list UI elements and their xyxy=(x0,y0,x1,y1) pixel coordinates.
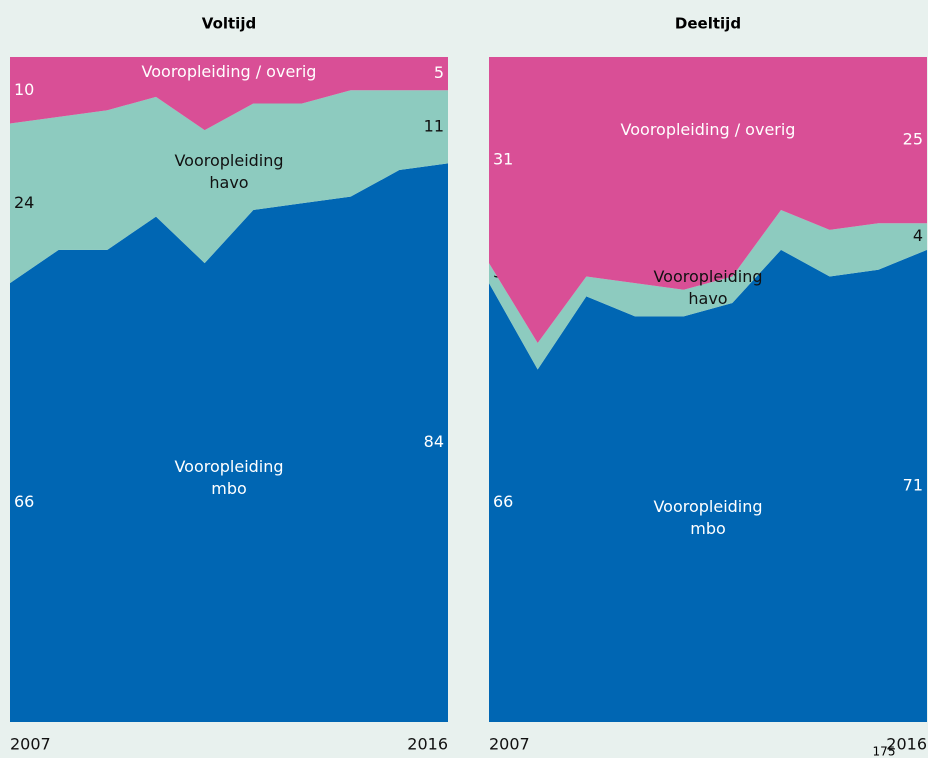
value-label: 4 xyxy=(913,226,923,245)
series-label: Vooropleiding / overig xyxy=(620,120,796,139)
x-tick-label: 2007 xyxy=(10,735,51,754)
value-label: 66 xyxy=(493,492,513,511)
area xyxy=(489,209,927,370)
x-tick-label: 2016 xyxy=(886,735,927,754)
series-label: Vooropleiding mbo xyxy=(174,457,284,498)
series-label: Vooropleiding havo xyxy=(174,151,284,192)
area xyxy=(489,57,927,343)
x-tick-label: 2007 xyxy=(489,735,530,754)
chart-title: Voltijd xyxy=(202,15,256,33)
area xyxy=(10,163,448,722)
value-label: 84 xyxy=(424,432,444,451)
value-label: 10 xyxy=(14,80,34,99)
value-label: 24 xyxy=(14,193,34,212)
value-label: 31 xyxy=(493,150,513,169)
area xyxy=(10,90,448,284)
value-label: 71 xyxy=(903,475,923,494)
series-label: Vooropleiding / overig xyxy=(141,62,317,81)
value-label: 66 xyxy=(14,492,34,511)
value-label: 25 xyxy=(903,130,923,149)
value-label: 5 xyxy=(434,63,444,82)
value-label: 11 xyxy=(424,116,444,135)
chart-title: Deeltijd xyxy=(675,15,741,33)
page-number: 175 xyxy=(873,745,896,758)
series-label: Vooropleiding mbo xyxy=(653,497,763,538)
series-label: Vooropleiding havo xyxy=(653,267,763,308)
area xyxy=(489,249,927,722)
area xyxy=(10,57,448,131)
x-tick-label: 2016 xyxy=(407,735,448,754)
